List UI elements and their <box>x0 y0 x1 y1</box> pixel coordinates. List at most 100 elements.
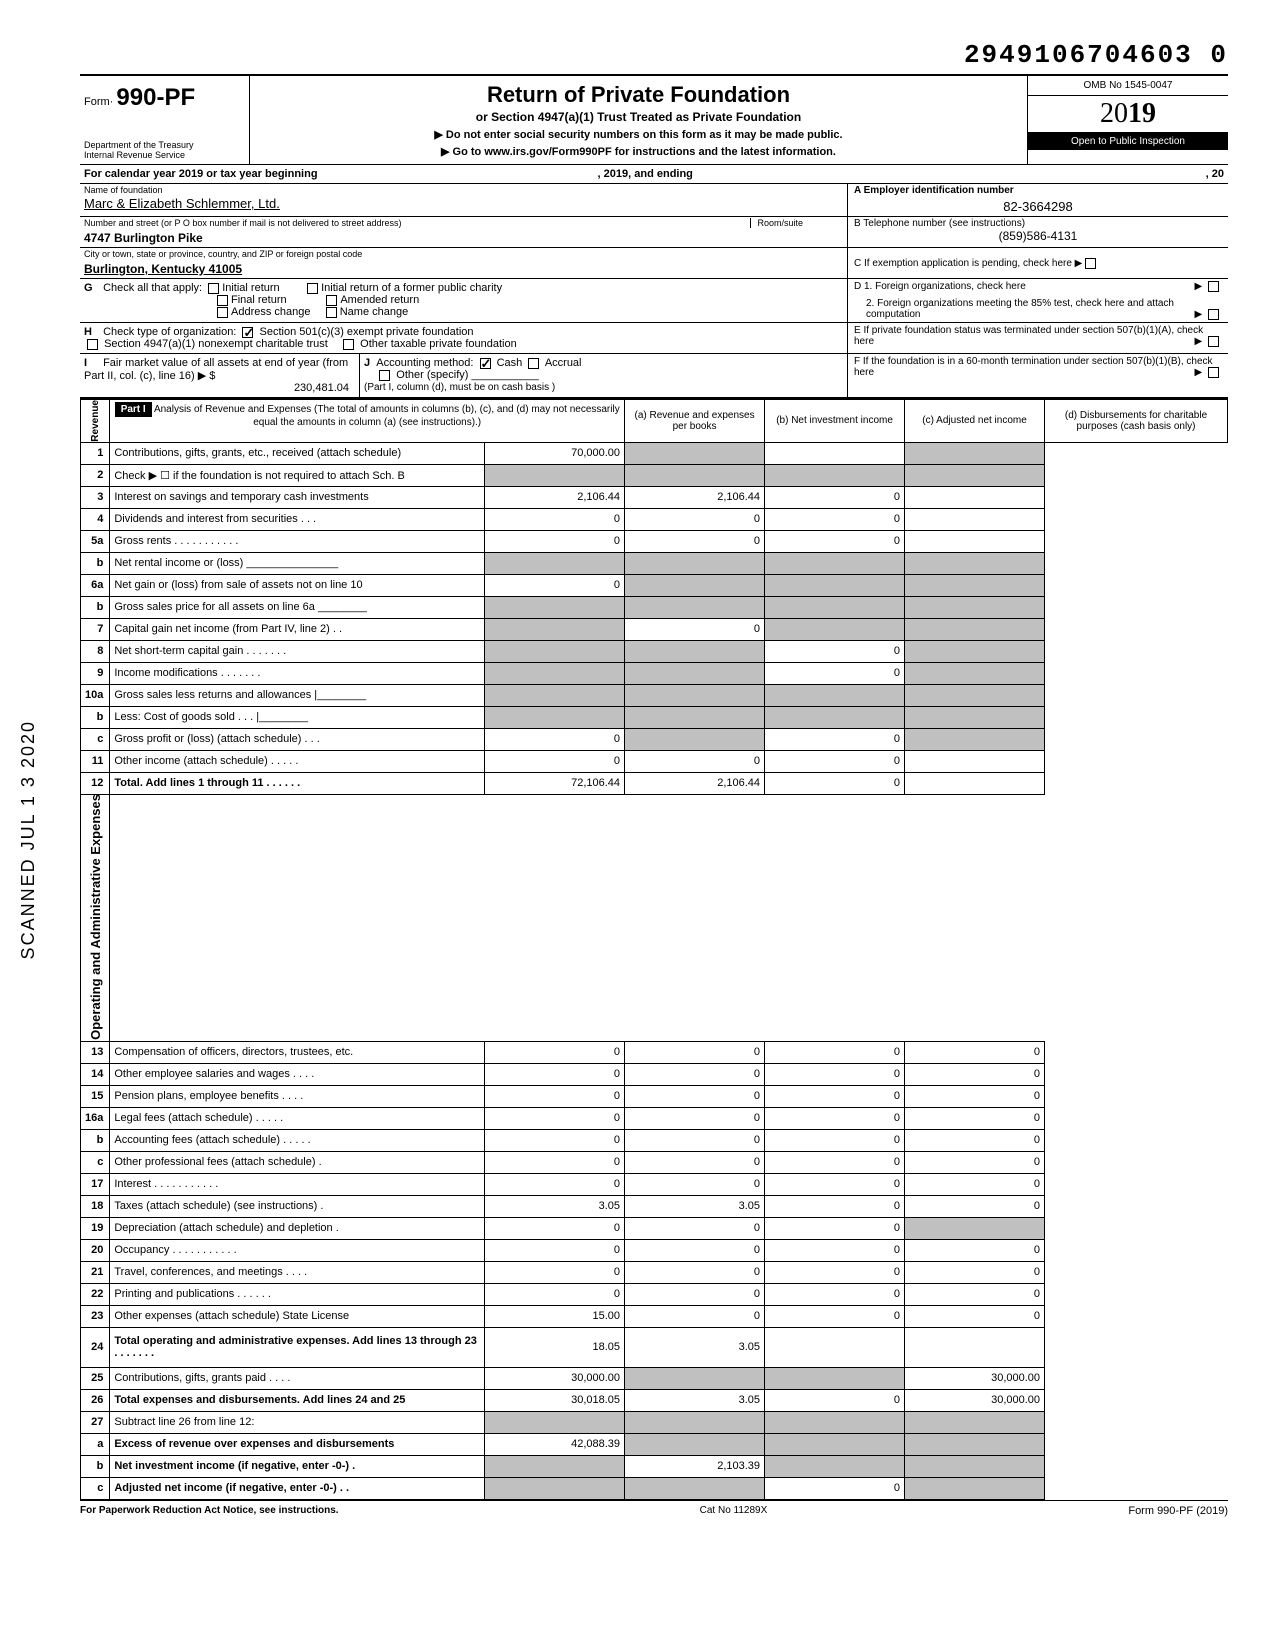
amount-cell <box>905 750 1045 772</box>
form-prefix: Form· 990-PF <box>84 96 195 108</box>
line-number: b <box>81 552 110 574</box>
cb-other-taxable[interactable] <box>343 339 354 350</box>
col-c-header: (c) Adjusted net income <box>905 400 1045 443</box>
amount-cell <box>905 662 1045 684</box>
line-number: 18 <box>81 1195 110 1217</box>
amount-cell: 0 <box>905 1195 1045 1217</box>
line-description: Other employee salaries and wages . . . … <box>110 1063 485 1085</box>
amount-cell: 0 <box>625 1151 765 1173</box>
line-number: 27 <box>81 1411 110 1433</box>
cb-accrual[interactable] <box>528 358 539 369</box>
line-description: Net rental income or (loss) ____________… <box>110 552 485 574</box>
amount-cell <box>905 706 1045 728</box>
line-number: 1 <box>81 442 110 464</box>
c-exemption-label: C If exemption application is pending, c… <box>854 258 1082 269</box>
opt-other-method: Other (specify) <box>396 369 468 381</box>
amount-cell <box>625 662 765 684</box>
amount-cell: 0 <box>625 1085 765 1107</box>
line-description: Compensation of officers, directors, tru… <box>110 1041 485 1063</box>
amount-cell <box>765 1411 905 1433</box>
line-number: 4 <box>81 508 110 530</box>
amount-cell: 0 <box>765 1305 905 1327</box>
amount-cell <box>485 684 625 706</box>
amount-cell <box>765 442 905 464</box>
cb-name-change[interactable] <box>326 307 337 318</box>
c-checkbox[interactable] <box>1085 258 1096 269</box>
cb-d2[interactable] <box>1208 309 1219 320</box>
line-number: 21 <box>81 1261 110 1283</box>
cb-f[interactable] <box>1208 367 1219 378</box>
amount-cell: 3.05 <box>625 1195 765 1217</box>
line-number: 17 <box>81 1173 110 1195</box>
amount-cell: 0 <box>905 1063 1045 1085</box>
amount-cell <box>625 1367 765 1389</box>
cb-d1[interactable] <box>1208 281 1219 292</box>
line-number: c <box>81 1477 110 1499</box>
amount-cell <box>485 618 625 640</box>
cb-initial-former[interactable] <box>307 283 318 294</box>
amount-cell <box>625 684 765 706</box>
amount-cell: 0 <box>765 1151 905 1173</box>
cb-initial-return[interactable] <box>208 283 219 294</box>
cal-year-begin: For calendar year 2019 or tax year begin… <box>84 168 318 180</box>
cb-501c3[interactable] <box>242 327 253 338</box>
amount-cell: 0 <box>905 1283 1045 1305</box>
dept-treasury: Department of the Treasury <box>84 140 245 150</box>
cb-address-change[interactable] <box>217 307 228 318</box>
line-description: Less: Cost of goods sold . . . |________ <box>110 706 485 728</box>
part1-desc: Analysis of Revenue and Expenses (The to… <box>154 404 620 428</box>
cb-final-return[interactable] <box>217 295 228 306</box>
opt-addrchange: Address change <box>231 306 311 318</box>
line-number: b <box>81 596 110 618</box>
line-description: Gross rents . . . . . . . . . . . <box>110 530 485 552</box>
amount-cell: 0 <box>485 508 625 530</box>
d2-label: 2. Foreign organizations meeting the 85%… <box>866 298 1174 320</box>
amount-cell <box>905 596 1045 618</box>
opt-cash: Cash <box>497 357 523 369</box>
line-description: Gross profit or (loss) (attach schedule)… <box>110 728 485 750</box>
footer-right: Form 990-PF (2019) <box>1128 1505 1228 1517</box>
amount-cell: 30,018.05 <box>485 1389 625 1411</box>
amount-cell: 0 <box>765 530 905 552</box>
amount-cell <box>905 640 1045 662</box>
line-number: a <box>81 1433 110 1455</box>
foundation-name: Marc & Elizabeth Schlemmer, Ltd. <box>80 196 847 213</box>
amount-cell: 0 <box>625 508 765 530</box>
amount-cell <box>485 1411 625 1433</box>
amount-cell <box>905 618 1045 640</box>
amount-cell: 2,106.44 <box>625 486 765 508</box>
opt-namechange: Name change <box>340 306 409 318</box>
amount-cell: 0 <box>625 1239 765 1261</box>
line-number: 5a <box>81 530 110 552</box>
amount-cell: 0 <box>765 486 905 508</box>
h-label: Check type of organization: <box>103 326 236 338</box>
footer: For Paperwork Reduction Act Notice, see … <box>80 1500 1228 1517</box>
opt-accrual: Accrual <box>545 357 582 369</box>
cb-cash[interactable] <box>480 358 491 369</box>
amount-cell: 0 <box>765 750 905 772</box>
g-marker: G <box>84 282 100 294</box>
opt-501c3: Section 501(c)(3) exempt private foundat… <box>260 326 474 338</box>
amount-cell <box>485 640 625 662</box>
cb-4947[interactable] <box>87 339 98 350</box>
line-number: 23 <box>81 1305 110 1327</box>
line-description: Total operating and administrative expen… <box>110 1327 485 1367</box>
cb-other-method[interactable] <box>379 370 390 381</box>
opt-other: Other taxable private foundation <box>360 338 517 350</box>
cb-amended[interactable] <box>326 295 337 306</box>
year-prefix: 20 <box>1100 98 1128 129</box>
amount-cell: 0 <box>485 574 625 596</box>
amount-cell: 0 <box>765 640 905 662</box>
amount-cell <box>765 1433 905 1455</box>
cal-year-end: , 20 <box>1206 168 1224 180</box>
amount-cell <box>905 1477 1045 1499</box>
fmv-amount: 230,481.04 <box>84 382 355 394</box>
line-description: Dividends and interest from securities .… <box>110 508 485 530</box>
line-description: Excess of revenue over expenses and disb… <box>110 1433 485 1455</box>
amount-cell <box>485 1455 625 1477</box>
line-number: 16a <box>81 1107 110 1129</box>
cb-e[interactable] <box>1208 336 1219 347</box>
revenue-side-label: Revenue <box>81 400 110 443</box>
line-description: Total. Add lines 1 through 11 . . . . . … <box>110 772 485 794</box>
amount-cell <box>905 530 1045 552</box>
